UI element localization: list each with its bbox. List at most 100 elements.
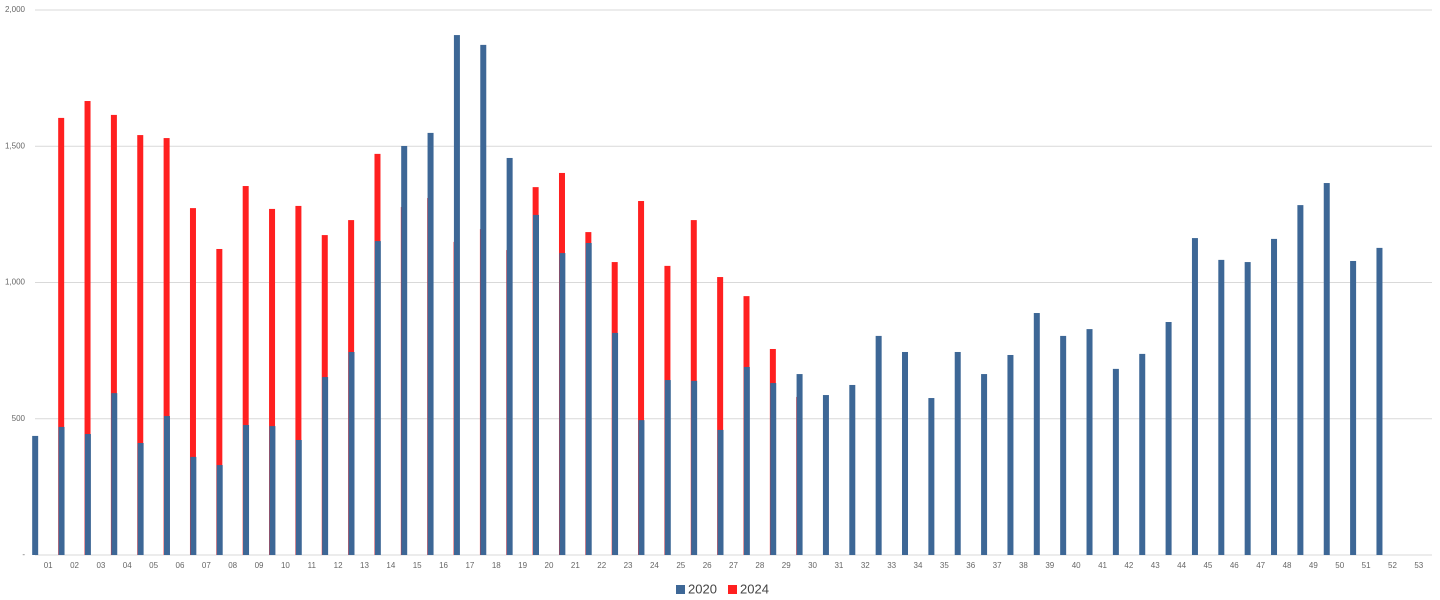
bar: [743, 366, 750, 555]
bar: [269, 426, 276, 555]
bar: [1297, 205, 1304, 556]
bar: [875, 335, 882, 555]
bar: [1218, 259, 1225, 555]
x-tick-label: 33: [887, 561, 896, 570]
x-tick-label: 45: [1203, 561, 1212, 570]
x-tick-label: 15: [413, 561, 422, 570]
x-tick-label: 48: [1283, 561, 1292, 570]
x-tick-label: 31: [834, 561, 843, 570]
bar: [638, 201, 645, 555]
bar: [1244, 262, 1251, 555]
x-tick-label: 30: [808, 561, 817, 570]
bar: [216, 465, 223, 555]
x-tick-label: 51: [1362, 561, 1371, 570]
x-tick-label: 41: [1098, 561, 1107, 570]
x-tick-label: 49: [1309, 561, 1318, 570]
x-tick-label: 09: [255, 561, 264, 570]
bar: [111, 393, 118, 555]
x-tick-label: 26: [703, 561, 712, 570]
bar: [981, 374, 988, 555]
bar: [480, 44, 487, 555]
x-tick-label: 11: [308, 561, 317, 570]
bar: [453, 35, 460, 555]
bar: [717, 429, 724, 555]
bar: [1376, 247, 1383, 555]
y-tick-label: 1,000: [5, 278, 26, 287]
y-tick-label: 2,000: [5, 5, 26, 14]
x-tick-label: 47: [1256, 561, 1265, 570]
x-tick-label: 53: [1414, 561, 1423, 570]
legend-label: 2020: [688, 581, 717, 596]
bar: [322, 377, 329, 555]
x-tick-label: 32: [861, 561, 870, 570]
bar: [1086, 329, 1093, 555]
x-tick-label: 34: [914, 561, 923, 570]
x-tick-label: 25: [676, 561, 685, 570]
bar: [1112, 368, 1119, 555]
bar: [770, 383, 777, 555]
x-tick-label: 43: [1151, 561, 1160, 570]
x-tick-label: 40: [1072, 561, 1081, 570]
bar: [664, 380, 671, 555]
y-tick-label: 1,500: [5, 141, 26, 150]
x-tick-label: 24: [650, 561, 659, 570]
bar: [532, 214, 539, 556]
x-tick-label: 12: [334, 561, 343, 570]
bar: [954, 351, 961, 555]
bar: [137, 135, 144, 555]
x-tick-label: 21: [571, 561, 580, 570]
bar: [638, 420, 645, 555]
bar: [1033, 313, 1040, 555]
bar: [84, 101, 91, 555]
bar: [1350, 260, 1357, 555]
x-tick-label: 16: [439, 561, 448, 570]
bar: [427, 132, 434, 555]
x-tick-label: 03: [96, 561, 105, 570]
x-tick-label: 20: [545, 561, 554, 570]
x-tick-label: 02: [70, 561, 79, 570]
bar: [691, 380, 698, 555]
x-tick-label: 14: [386, 561, 395, 570]
bar: [189, 208, 196, 556]
bar: [612, 332, 619, 555]
bar: [295, 205, 302, 556]
x-tick-label: 18: [492, 561, 501, 570]
bar: [1271, 238, 1278, 555]
x-tick-label: 27: [729, 561, 738, 570]
x-tick-label: 44: [1177, 561, 1186, 570]
bar: [58, 426, 65, 555]
x-tick-label: 13: [360, 561, 369, 570]
x-tick-label: 23: [624, 561, 633, 570]
bar: [269, 208, 276, 556]
x-tick-label: 10: [281, 561, 290, 570]
bar: [559, 253, 566, 555]
x-tick-label: 42: [1124, 561, 1133, 570]
x-tick-label: 37: [993, 561, 1002, 570]
bar: [137, 443, 144, 555]
bar: [84, 434, 91, 555]
bar: [110, 114, 117, 555]
bar: [717, 277, 724, 555]
bar: [401, 145, 408, 556]
x-tick-label: 35: [940, 561, 949, 570]
bar: [506, 157, 513, 555]
bar: [1007, 354, 1014, 555]
x-tick-label: 07: [202, 561, 211, 570]
legend-label: 2024: [740, 581, 769, 596]
x-tick-label: 39: [1045, 561, 1054, 570]
x-tick-label: 22: [597, 561, 606, 570]
bar: [348, 351, 355, 555]
bar: [796, 374, 803, 555]
bar: [849, 384, 856, 555]
x-tick-label: 08: [228, 561, 237, 570]
bar: [374, 241, 381, 555]
bar: [243, 425, 250, 555]
y-tick-label: 500: [12, 414, 26, 423]
x-tick-label: 29: [782, 561, 791, 570]
bar: [902, 351, 909, 555]
x-tick-label: 04: [123, 561, 132, 570]
x-tick-label: 36: [966, 561, 975, 570]
x-tick-label: 28: [755, 561, 764, 570]
bar: [1323, 183, 1330, 555]
bar: [585, 242, 592, 556]
